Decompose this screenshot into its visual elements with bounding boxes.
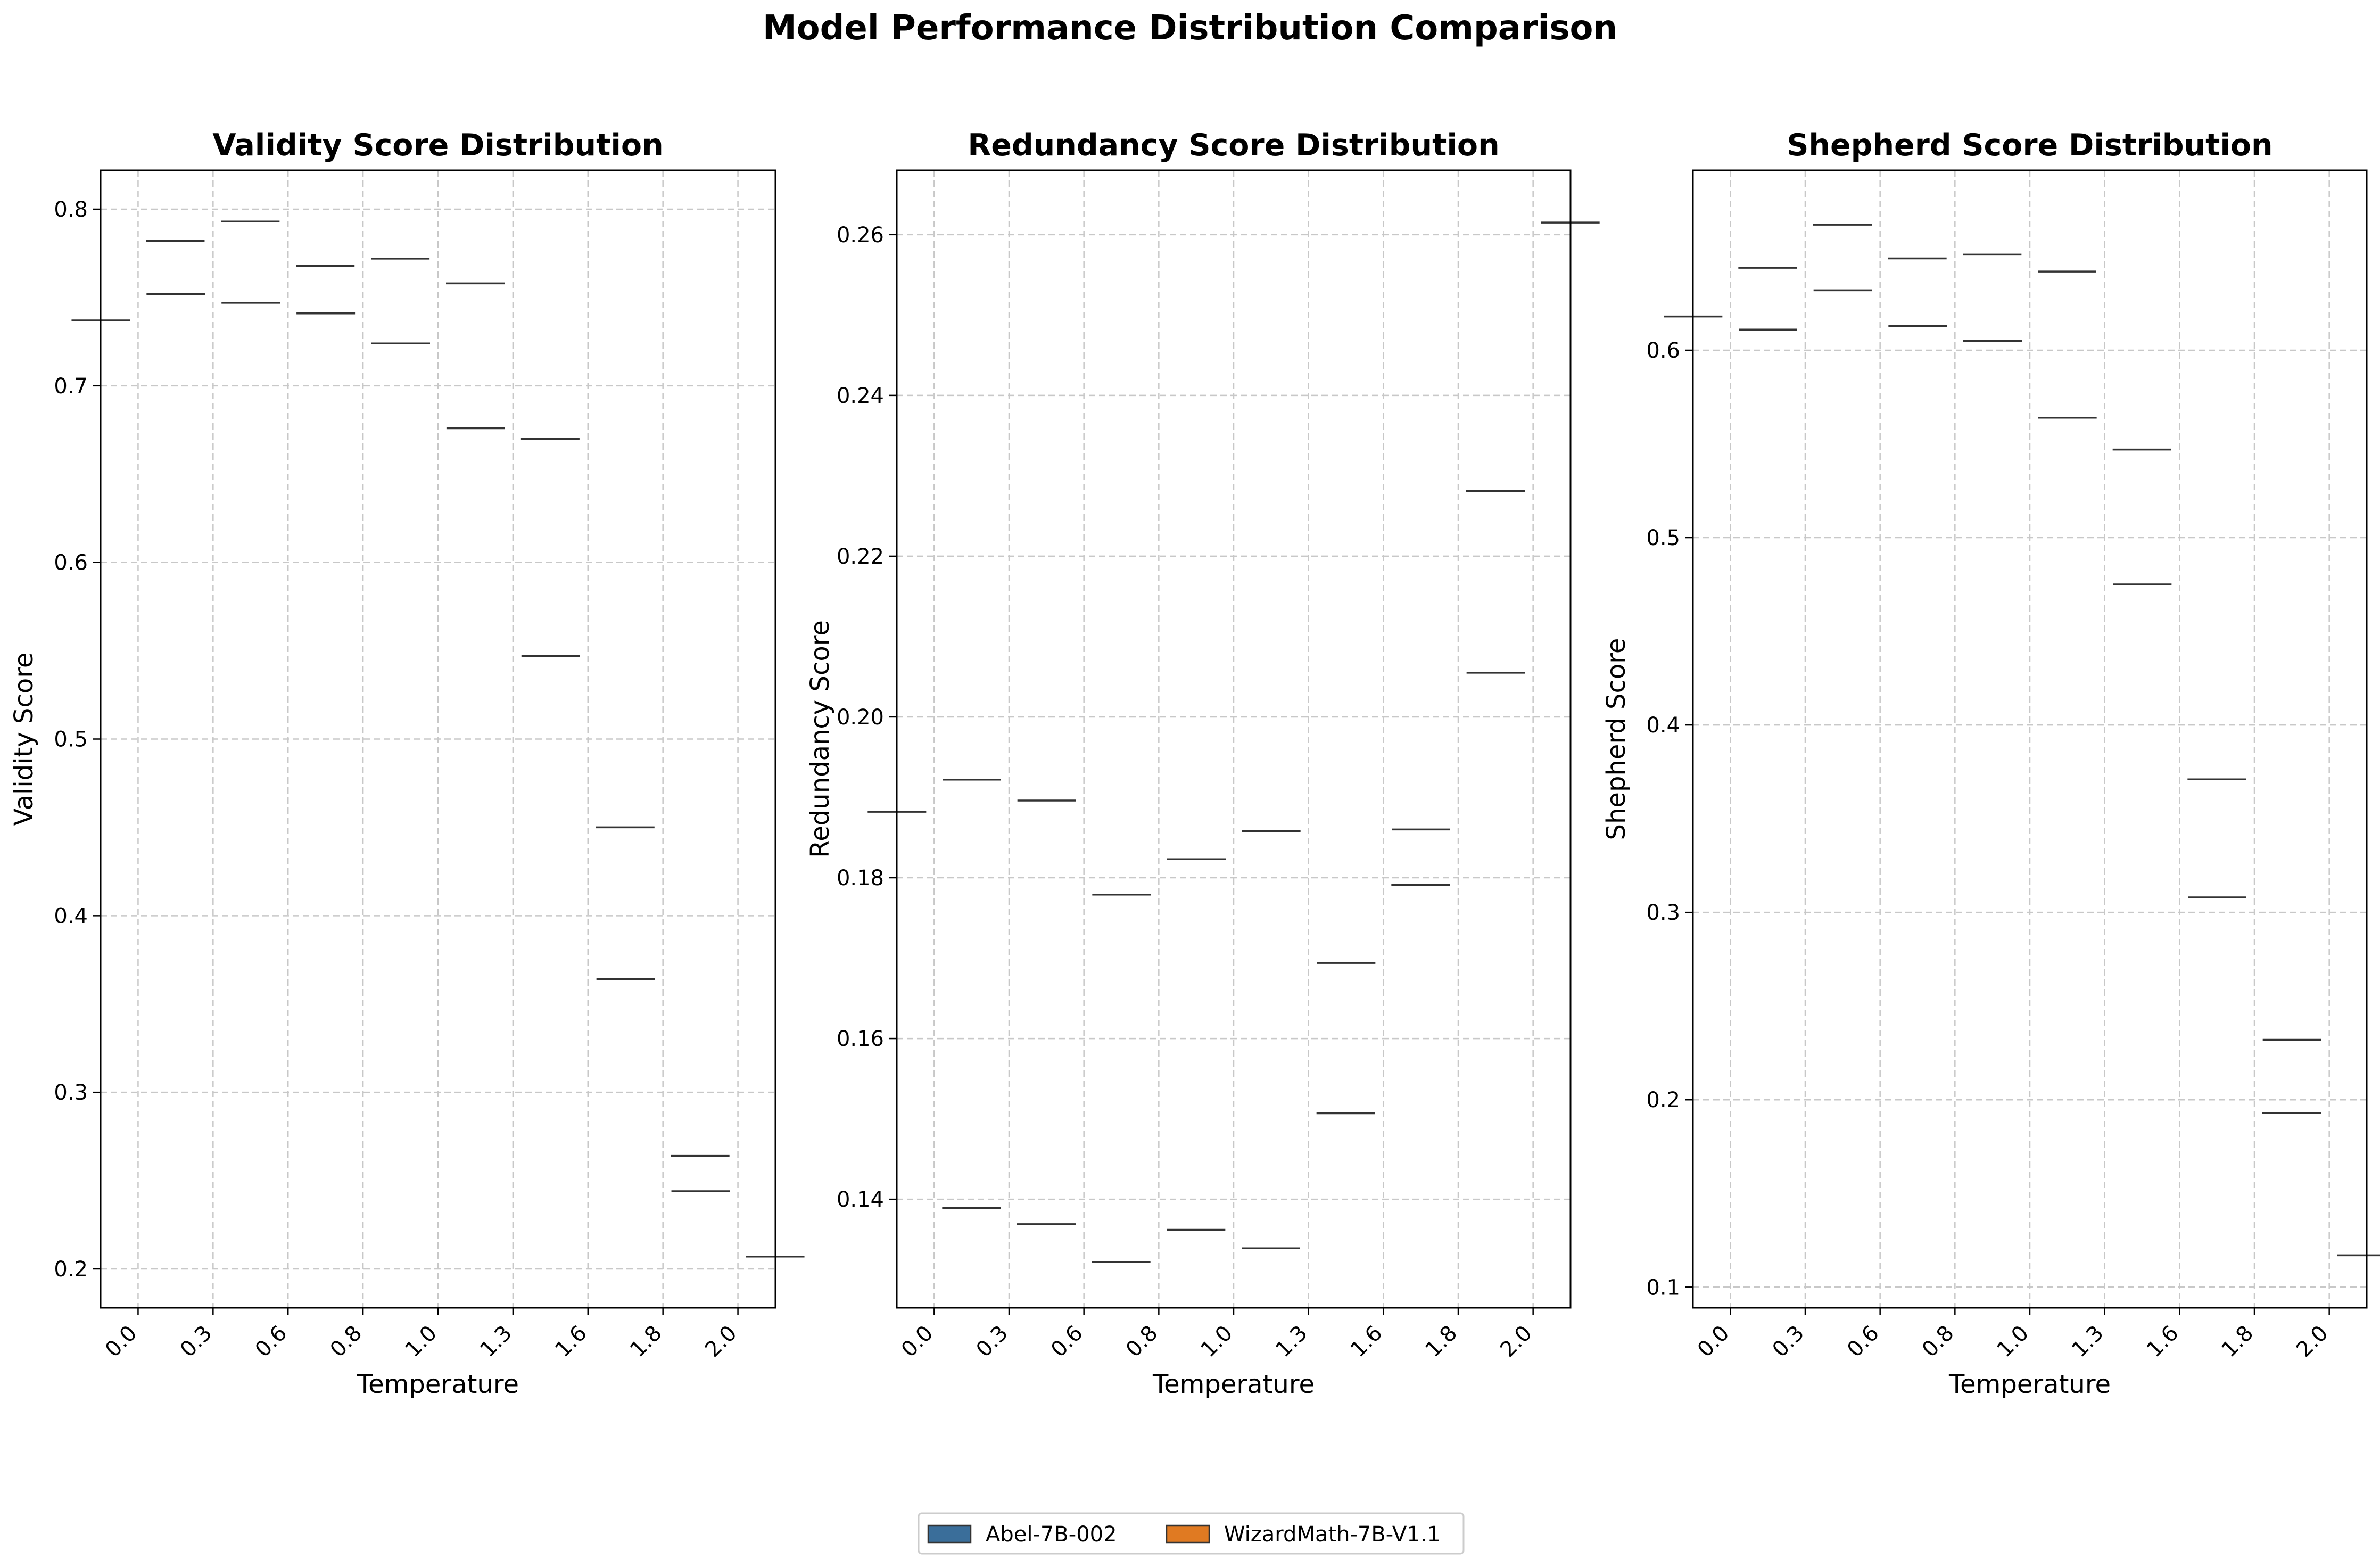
validity-xlabel: Temperature — [357, 1370, 519, 1399]
validity-ytick-label: 0.8 — [54, 197, 88, 222]
legend-swatch-abel — [927, 1524, 972, 1544]
validity-ytick-label: 0.4 — [54, 904, 88, 928]
validity-ylabel: Validity Score — [9, 653, 39, 826]
validity-ytick-label: 0.3 — [54, 1081, 88, 1105]
redundancy-ytick-label: 0.18 — [837, 866, 884, 890]
validity-ytick-label: 0.7 — [54, 374, 88, 399]
shepherd-ytick-label: 0.3 — [1646, 901, 1680, 925]
redundancy-ytick-label: 0.24 — [837, 384, 884, 408]
redundancy-ytick-label: 0.14 — [837, 1187, 884, 1212]
legend-swatch-wizardmath — [1166, 1524, 1210, 1544]
redundancy-ytick-label: 0.20 — [837, 705, 884, 730]
redundancy-ytick-label: 0.22 — [837, 545, 884, 569]
shepherd-ytick-label: 0.2 — [1646, 1088, 1680, 1112]
shepherd-ytick-label: 0.5 — [1646, 526, 1680, 550]
validity-ytick-label: 0.5 — [54, 728, 88, 752]
redundancy-ylabel: Redundancy Score — [805, 620, 835, 858]
redundancy-title: Redundancy Score Distribution — [968, 128, 1499, 163]
legend-label-wizardmath: WizardMath-7B-V1.1 — [1224, 1522, 1441, 1547]
shepherd-ylabel: Shepherd Score — [1601, 638, 1631, 840]
shepherd-title: Shepherd Score Distribution — [1787, 128, 2272, 163]
redundancy-plot-frame — [896, 169, 1572, 1309]
validity-title: Validity Score Distribution — [212, 128, 663, 163]
validity-ytick-label: 0.2 — [54, 1257, 88, 1282]
shepherd-ytick-label: 0.1 — [1646, 1275, 1680, 1300]
legend: Abel-7B-002 WizardMath-7B-V1.1 — [918, 1512, 1465, 1555]
shepherd-ytick-label: 0.4 — [1646, 713, 1680, 738]
legend-label-abel: Abel-7B-002 — [986, 1522, 1117, 1547]
redundancy-xlabel: Temperature — [1152, 1370, 1315, 1399]
redundancy-ytick-label: 0.16 — [837, 1027, 884, 1051]
figure-title: Model Performance Distribution Compariso… — [763, 9, 1617, 48]
shepherd-xlabel: Temperature — [1948, 1370, 2111, 1399]
validity-ytick-label: 0.6 — [54, 551, 88, 575]
validity-panel: 0.20.30.40.50.60.70.80.0 0.3 0.6 0.8 1.0 1.3 1… — [9, 128, 805, 1399]
shepherd-ytick-label: 0.6 — [1646, 339, 1680, 363]
redundancy-panel: 0.140.160.180.200.220.240.260.0 0.3 0.6 0.8… — [805, 128, 1600, 1399]
shepherd-plot-frame — [1692, 169, 2368, 1309]
redundancy-ytick-label: 0.26 — [837, 223, 884, 248]
validity-plot-frame — [100, 169, 776, 1309]
